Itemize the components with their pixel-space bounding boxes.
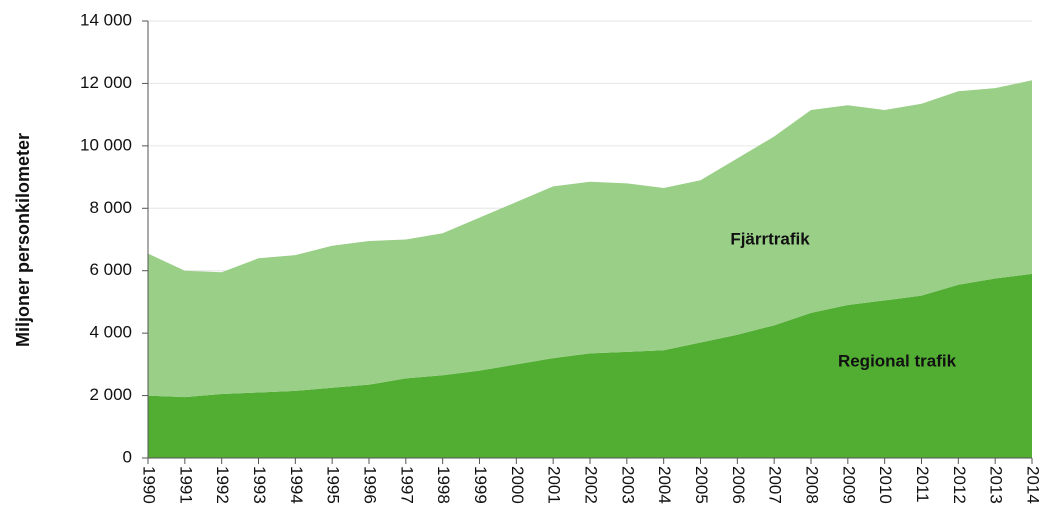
x-tick-label: 2008 xyxy=(803,466,822,504)
x-tick-label: 2001 xyxy=(545,466,564,504)
x-tick-label: 1991 xyxy=(176,466,195,504)
y-tick-label: 12 000 xyxy=(80,73,132,92)
x-tick-label: 2007 xyxy=(766,466,785,504)
x-tick-label: 1996 xyxy=(361,466,380,504)
series-label: Regional trafik xyxy=(838,351,957,370)
y-tick-label: 2 000 xyxy=(89,385,132,404)
area xyxy=(148,273,1032,458)
x-tick-label: 1997 xyxy=(397,466,416,504)
x-tick-label: 1992 xyxy=(213,466,232,504)
x-tick-label: 2010 xyxy=(876,466,895,504)
y-tick-label: 8 000 xyxy=(89,198,132,217)
y-tick-label: 0 xyxy=(123,447,132,466)
x-tick-label: 2005 xyxy=(692,466,711,504)
y-axis-label: Miljoner personkilometer xyxy=(13,133,33,347)
x-tick-label: 1990 xyxy=(140,466,159,504)
series-label: Fjärrtrafik xyxy=(730,229,810,248)
x-tick-label: 1995 xyxy=(324,466,343,504)
y-tick-label: 14 000 xyxy=(80,10,132,29)
x-tick-label: 2000 xyxy=(508,466,527,504)
x-tick-label: 2012 xyxy=(950,466,969,504)
area xyxy=(148,80,1032,398)
x-tick-label: 2003 xyxy=(618,466,637,504)
x-tick-label: 2011 xyxy=(913,466,932,503)
x-tick-label: 1999 xyxy=(471,466,490,504)
x-tick-label: 2013 xyxy=(987,466,1006,504)
x-tick-label: 2014 xyxy=(1024,466,1040,504)
x-tick-label: 2002 xyxy=(582,466,601,504)
x-tick-label: 2004 xyxy=(655,466,674,504)
x-tick-label: 2009 xyxy=(839,466,858,504)
y-tick-label: 4 000 xyxy=(89,323,132,342)
y-tick-label: 10 000 xyxy=(80,135,132,154)
x-tick-label: 2006 xyxy=(729,466,748,504)
x-tick-label: 1993 xyxy=(250,466,269,504)
x-tick-label: 1994 xyxy=(287,466,306,504)
x-tick-label: 1998 xyxy=(434,466,453,504)
y-tick-label: 6 000 xyxy=(89,260,132,279)
